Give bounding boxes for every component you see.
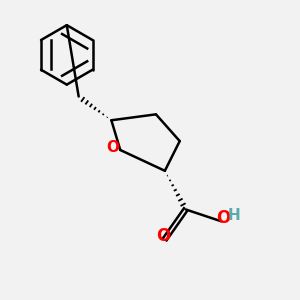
Text: O: O xyxy=(216,209,230,227)
Text: O: O xyxy=(106,140,119,155)
Text: H: H xyxy=(228,208,241,223)
Text: O: O xyxy=(156,226,170,244)
